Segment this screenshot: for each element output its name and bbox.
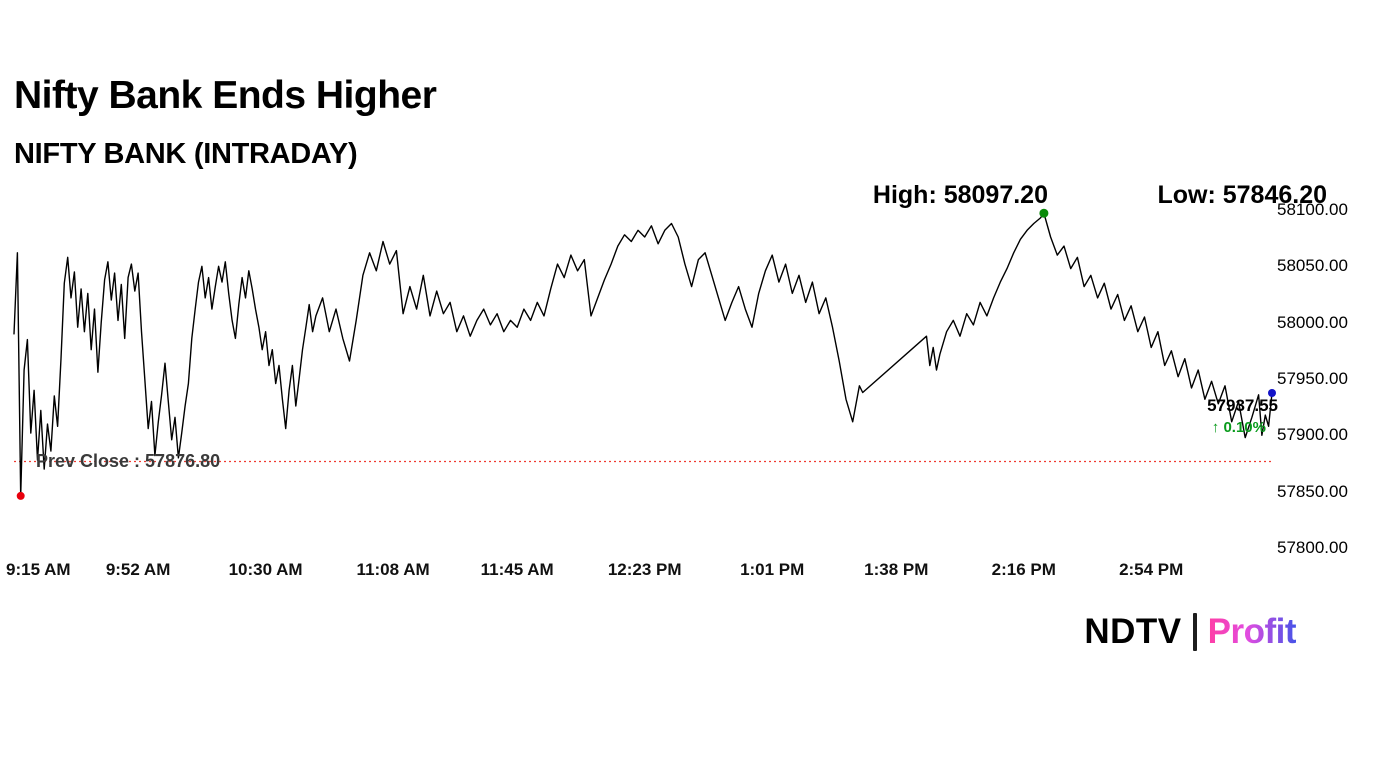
x-tick-label: 11:08 AM xyxy=(356,560,430,579)
low-marker xyxy=(16,491,25,500)
up-arrow-icon: ↑ xyxy=(1211,419,1220,436)
change-percent-value: 0.10% xyxy=(1223,419,1266,436)
high-label: High: 58097.20 xyxy=(872,181,1048,209)
y-tick-label: 57900.00 xyxy=(1277,425,1348,445)
x-tick-label: 12:23 PM xyxy=(607,560,682,579)
x-tick-label: 2:16 PM xyxy=(991,560,1056,579)
last-quote: 57937.55 ↑ 0.10% xyxy=(1207,396,1278,436)
last-price-label: 57937.55 xyxy=(1207,396,1278,415)
high-marker xyxy=(1039,208,1049,218)
page-title: Nifty Bank Ends Higher xyxy=(14,74,437,117)
y-tick-label: 57850.00 xyxy=(1277,481,1348,501)
x-tick-label: 11:45 AM xyxy=(480,560,554,579)
y-tick-label: 57950.00 xyxy=(1277,369,1348,388)
chart-subtitle: NIFTY BANK (INTRADAY) xyxy=(14,138,358,170)
change-percent-label: ↑ 0.10% xyxy=(1212,419,1266,436)
y-tick-label: 58100.00 xyxy=(1277,200,1348,219)
last-price-marker xyxy=(1268,389,1276,397)
x-tick-label: 2:54 PM xyxy=(1119,560,1184,579)
y-tick-label: 58050.00 xyxy=(1277,256,1348,276)
ndtv-profit-logo: NDTV Profit xyxy=(1084,610,1297,654)
y-tick-label: 57800.00 xyxy=(1277,538,1348,557)
price-line xyxy=(13,212,1273,497)
y-tick-label: 58000.00 xyxy=(1277,312,1348,332)
low-label: Low: 57846.20 xyxy=(1157,181,1327,209)
x-tick-label: 10:30 AM xyxy=(228,560,303,579)
x-tick-label: 9:52 AM xyxy=(105,560,171,579)
prev-close-label: Prev Close : 57876.80 xyxy=(36,451,221,471)
logo-separator-bar xyxy=(1192,613,1197,651)
x-tick-label: 1:01 PM xyxy=(740,560,805,579)
x-tick-label: 1:38 PM xyxy=(864,560,929,579)
x-tick-label: 9:15 AM xyxy=(6,560,71,579)
profit-logo-text: Profit xyxy=(1208,610,1297,654)
ndtv-logo-text: NDTV xyxy=(1084,612,1182,651)
